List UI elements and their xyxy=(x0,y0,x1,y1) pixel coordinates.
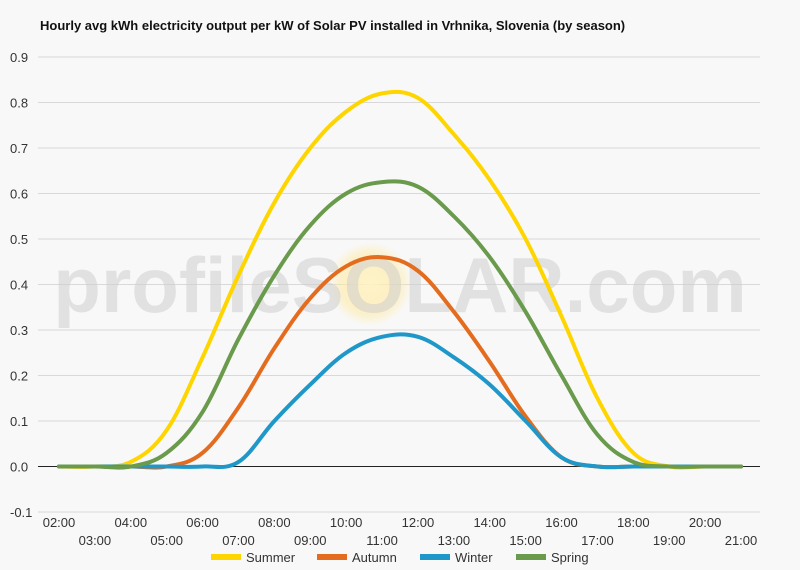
series-line-spring xyxy=(57,179,743,470)
y-tick-label: 0.2 xyxy=(10,369,28,384)
y-tick-label: 0.4 xyxy=(10,278,28,293)
grid xyxy=(38,56,760,513)
x-tick-label: 05:00 xyxy=(150,533,183,548)
x-tick-label: 21:00 xyxy=(725,533,758,548)
x-tick-label: 07:00 xyxy=(222,533,255,548)
x-tick-label: 13:00 xyxy=(438,533,471,548)
y-tick-label: 0.1 xyxy=(10,414,28,429)
x-tick-label: 08:00 xyxy=(258,515,291,530)
chart-title: Hourly avg kWh electricity output per kW… xyxy=(40,18,626,33)
x-tick-label: 11:00 xyxy=(366,533,398,548)
y-tick-label: -0.1 xyxy=(10,505,32,520)
legend-swatch-winter xyxy=(420,554,450,560)
x-tick-label: 16:00 xyxy=(545,515,578,530)
x-tick-label: 14:00 xyxy=(473,515,506,530)
y-tick-label: 0.8 xyxy=(10,96,28,111)
x-tick-label: 15:00 xyxy=(509,533,542,548)
legend-swatch-summer xyxy=(211,554,241,560)
legend-label-summer: Summer xyxy=(246,550,296,565)
x-tick-label: 04:00 xyxy=(115,515,148,530)
series-line-summer xyxy=(57,89,743,470)
x-tick-label: 20:00 xyxy=(689,515,722,530)
legend: Summer Autumn Winter Spring xyxy=(211,550,589,565)
y-tick-label: 0.6 xyxy=(10,187,28,202)
x-tick-label: 03:00 xyxy=(79,533,112,548)
y-tick-label: 0.9 xyxy=(10,50,28,65)
watermark-text: profileSOLAR.com xyxy=(53,241,746,329)
legend-label-winter: Winter xyxy=(455,550,493,565)
y-tick-label: 0.7 xyxy=(10,141,28,156)
x-tick-label: 18:00 xyxy=(617,515,650,530)
watermark: profileSOLAR.com xyxy=(53,241,746,329)
x-tick-label: 10:00 xyxy=(330,515,363,530)
x-tick-label: 17:00 xyxy=(581,533,614,548)
legend-label-autumn: Autumn xyxy=(352,550,397,565)
x-tick-label: 09:00 xyxy=(294,533,327,548)
y-axis: -0.1 0.0 0.1 0.2 0.3 0.4 0.5 0.6 0.7 0.8 0.9 xyxy=(10,50,32,520)
x-tick-label: 12:00 xyxy=(402,515,435,530)
x-axis: 02:0003:0004:0005:0006:0007:0008:0009:00… xyxy=(43,515,758,548)
y-tick-label: 0.0 xyxy=(10,460,28,475)
x-tick-label: 19:00 xyxy=(653,533,686,548)
y-tick-label: 0.3 xyxy=(10,323,28,338)
legend-swatch-autumn xyxy=(317,554,347,560)
legend-label-spring: Spring xyxy=(551,550,589,565)
series-lines xyxy=(57,89,743,470)
y-tick-label: 0.5 xyxy=(10,232,28,247)
legend-swatch-spring xyxy=(516,554,546,560)
x-tick-label: 02:00 xyxy=(43,515,76,530)
series-line-winter xyxy=(57,332,743,470)
x-tick-label: 06:00 xyxy=(186,515,219,530)
